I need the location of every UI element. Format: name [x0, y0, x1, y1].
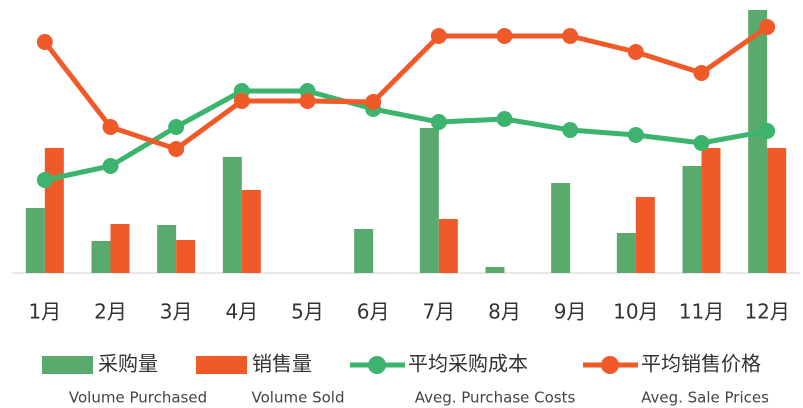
marker — [496, 111, 513, 127]
x-tick-label: 10月 — [613, 300, 658, 324]
legend-sublabel: Volume Purchased — [69, 389, 207, 407]
legend-sublabel: Aveg. Purchase Costs — [415, 389, 576, 407]
marker — [693, 135, 710, 151]
legend-label: 采购量 — [98, 352, 158, 376]
x-tick-label: 2月 — [94, 300, 127, 324]
legend-swatch — [196, 356, 247, 374]
x-tick-label: 12月 — [744, 300, 789, 324]
bar — [767, 148, 787, 273]
bar — [241, 190, 261, 273]
marker — [430, 28, 447, 44]
marker — [759, 123, 776, 139]
bar — [419, 128, 439, 273]
x-tick-label: 7月 — [422, 300, 455, 324]
x-tick-label: 9月 — [554, 300, 587, 324]
legend-label: 平均采购成本 — [408, 352, 528, 376]
line — [44, 88, 768, 183]
bar — [44, 148, 64, 273]
marker — [627, 127, 644, 143]
marker — [233, 93, 250, 109]
line — [42, 24, 769, 152]
bar — [25, 208, 45, 273]
bar — [176, 240, 196, 273]
bar — [682, 166, 702, 273]
marker — [759, 19, 776, 35]
legend-swatch — [601, 356, 619, 374]
marker — [693, 65, 710, 81]
bar — [222, 157, 242, 273]
marker — [168, 119, 185, 135]
marker — [36, 34, 53, 50]
legend-swatch — [42, 356, 93, 374]
marker — [168, 141, 185, 157]
x-tick-label: 11月 — [679, 300, 724, 324]
bar — [551, 183, 571, 273]
bar — [701, 148, 721, 273]
bar — [110, 224, 130, 273]
bar — [485, 267, 505, 273]
bar — [354, 229, 374, 273]
bar — [748, 10, 768, 273]
marker — [36, 172, 53, 188]
marker — [562, 122, 579, 138]
bar — [635, 197, 655, 273]
x-tick-label: 6月 — [357, 300, 390, 324]
marker — [299, 93, 316, 109]
marker — [562, 28, 579, 44]
x-tick-label: 8月 — [488, 300, 521, 324]
bar — [91, 241, 111, 273]
marker — [102, 119, 119, 135]
bar — [438, 219, 458, 273]
legend-sublabel: Aveg. Sale Prices — [641, 389, 769, 407]
marker — [496, 28, 513, 44]
x-tick-label: 1月 — [28, 300, 61, 324]
marker — [627, 44, 644, 60]
legend-swatch — [368, 356, 386, 374]
bar — [157, 225, 177, 273]
x-tick-label: 4月 — [225, 300, 258, 324]
legend-label: 平均销售价格 — [641, 352, 761, 376]
legend-label: 销售量 — [252, 352, 312, 376]
bar — [616, 233, 636, 273]
x-tick-label: 5月 — [291, 300, 324, 324]
marker — [365, 94, 382, 110]
marker — [430, 114, 447, 130]
legend-sublabel: Volume Sold — [252, 389, 345, 407]
x-tick-label: 3月 — [160, 300, 193, 324]
marker — [102, 158, 119, 174]
